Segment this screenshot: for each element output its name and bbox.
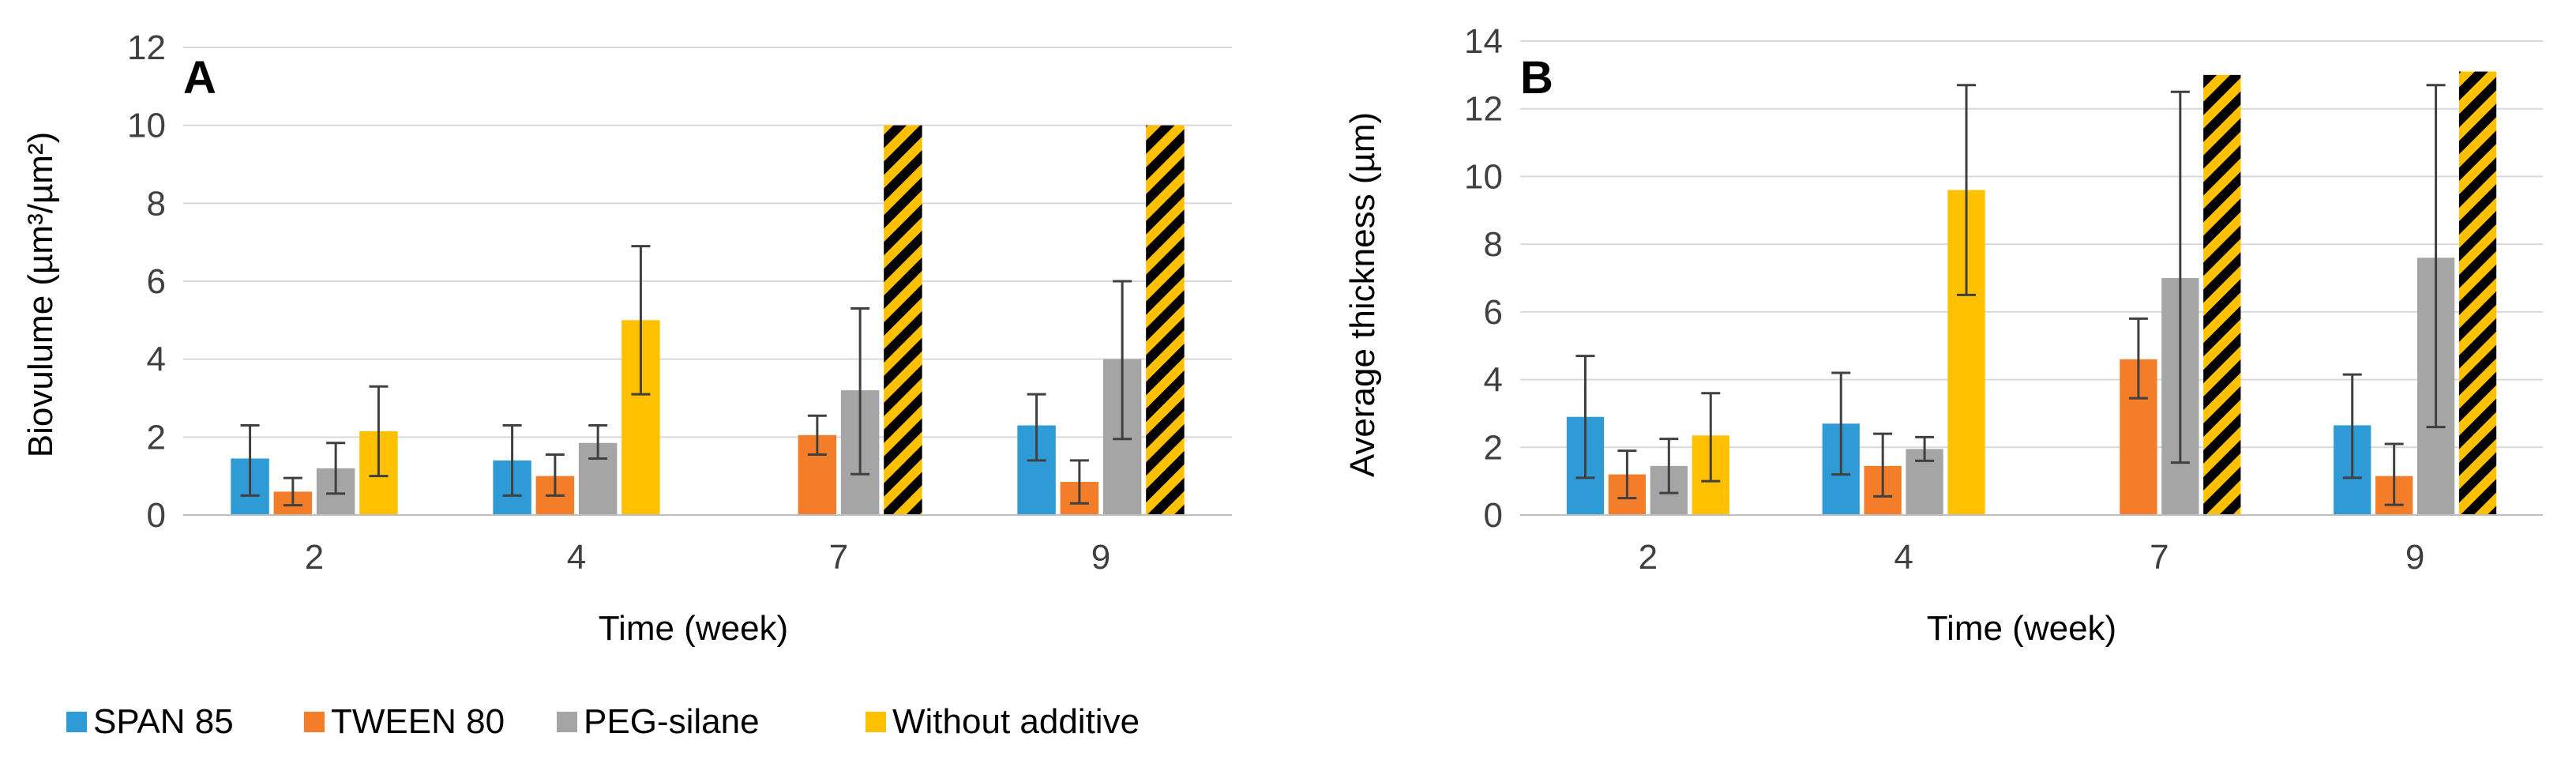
- panel-b-y-tick-label: 10: [1464, 157, 1503, 196]
- panel-b-error-bar-span-85: [1831, 371, 1851, 476]
- panel-b-y-tick-label: 2: [1484, 428, 1503, 467]
- panel-a-y-tick-label: 2: [147, 418, 166, 457]
- legend-item-without-additive: Without additive: [866, 702, 1140, 741]
- panel-a-y-tick-label: 4: [147, 340, 166, 379]
- panel-a-x-tick-label: 9: [1091, 538, 1110, 577]
- legend-label-without-additive: Without additive: [892, 702, 1140, 741]
- legend-swatch-peg-silane: [557, 712, 577, 732]
- panel-a-bar-without-additive: [1146, 125, 1185, 515]
- panel-b-error-bar-tween-80: [1873, 432, 1893, 498]
- panel-b-error-bar-span-85: [2342, 373, 2362, 479]
- panel-b-x-tick-label: 4: [1894, 538, 1913, 577]
- panel-a-y-tick-label: 0: [147, 496, 166, 535]
- panel-a-error-bar-peg-silane: [851, 307, 870, 476]
- panel-a-error-bar-span-85: [502, 424, 522, 497]
- panel-a-bars: [231, 125, 1185, 515]
- panel-b-y-axis-title: Average thickness (µm): [1343, 112, 1382, 477]
- legend-swatch-tween-80: [304, 712, 325, 732]
- panel-a-x-tick-label: 4: [567, 538, 586, 577]
- legend-item-peg-silane: PEG-silane: [557, 702, 760, 741]
- panel-b-error-bar-tween-80: [2128, 317, 2148, 400]
- legend-item-span-85: SPAN 85: [66, 702, 234, 741]
- panel-a-y-axis-title: Biovulume (µm³/µm²): [21, 132, 60, 458]
- panel-b-error-bar-tween-80: [1617, 449, 1637, 500]
- panel-a-y-tick-label: 12: [127, 28, 166, 67]
- chart-panel-b: 0 2 4 6 8 10 12 14 2 4 7 9 B Time (week) Average t…: [1343, 22, 2543, 648]
- panel-b-x-tick-label: 9: [2405, 538, 2424, 577]
- panel-b-bar-without-additive: [2203, 74, 2241, 516]
- panel-b-letter: B: [1520, 52, 1553, 103]
- panel-b-error-bar-peg-silane: [2170, 90, 2190, 464]
- panel-a-error-bar-tween-80: [545, 453, 565, 497]
- panel-b-bars: [1566, 71, 2497, 516]
- panel-a-error-bar-span-85: [240, 424, 260, 497]
- legend-label-peg-silane: PEG-silane: [584, 702, 760, 741]
- panel-a-error-bar-tween-80: [1069, 459, 1089, 505]
- panel-b-error-bar-peg-silane: [1915, 435, 1935, 462]
- panel-a-error-bar-peg-silane: [588, 424, 608, 460]
- panel-a-error-bar-peg-silane: [1113, 280, 1132, 441]
- panel-a-error-bar-without-additive: [369, 385, 389, 478]
- panel-a-error-bar-peg-silane: [326, 442, 346, 495]
- panel-a-gridlines: [183, 47, 1232, 438]
- panel-a-x-tick-label: 7: [829, 538, 848, 577]
- panel-b-gridlines: [1520, 40, 2543, 449]
- panel-a-error-bar-without-additive: [631, 245, 651, 396]
- panel-b-error-bar-without-additive: [1701, 392, 1721, 483]
- panel-b-x-tick-label: 7: [2150, 538, 2169, 577]
- legend-swatch-span-85: [66, 712, 87, 732]
- panel-a-x-tick-label: 2: [305, 538, 324, 577]
- panel-b-x-tick-label: 2: [1639, 538, 1658, 577]
- panel-b-bar-without-additive: [2458, 71, 2497, 516]
- panel-a-letter: A: [183, 52, 216, 103]
- panel-b-x-axis-title: Time (week): [1927, 609, 2116, 648]
- panel-b-y-tick-labels: 0 2 4 6 8 10 12 14: [1464, 22, 1503, 535]
- panel-b-error-bar-peg-silane: [2426, 84, 2446, 429]
- panel-a-error-bars: [240, 245, 1132, 507]
- legend-swatch-without-additive: [866, 712, 886, 732]
- panel-a-bar-without-additive: [884, 125, 922, 515]
- panel-b-error-bar-without-additive: [1957, 84, 1977, 296]
- panel-b-error-bar-span-85: [1575, 355, 1595, 479]
- panel-b-y-tick-label: 4: [1484, 361, 1503, 400]
- chart-panel-a: 0 2 4 6 8 10 12 2 4 7 9 A Time (week) Biovulume (…: [21, 28, 1232, 648]
- panel-b-y-tick-label: 8: [1484, 225, 1503, 264]
- legend: SPAN 85 TWEEN 80 PEG-silane Without addi…: [66, 702, 1140, 741]
- panel-a-error-bar-tween-80: [807, 414, 827, 457]
- panel-a-y-tick-label: 6: [147, 262, 166, 301]
- panel-b-y-tick-label: 0: [1484, 496, 1503, 535]
- panel-a-error-bar-tween-80: [283, 476, 302, 507]
- legend-label-span-85: SPAN 85: [93, 702, 234, 741]
- panel-a-x-tick-labels: 2 4 7 9: [305, 538, 1110, 577]
- panel-b-y-tick-label: 12: [1464, 90, 1503, 129]
- panel-b-y-tick-label: 6: [1484, 293, 1503, 332]
- panel-a-y-tick-label: 10: [127, 107, 166, 145]
- panel-a-y-tick-labels: 0 2 4 6 8 10 12: [127, 28, 166, 535]
- panel-b-y-tick-label: 14: [1464, 22, 1503, 61]
- panel-a-error-bar-span-85: [1027, 393, 1046, 462]
- panel-b-error-bar-peg-silane: [1659, 438, 1679, 494]
- panel-b-error-bar-tween-80: [2384, 442, 2404, 506]
- legend-item-tween-80: TWEEN 80: [304, 702, 505, 741]
- panel-a-y-tick-label: 8: [147, 184, 166, 223]
- panel-a-x-axis-title: Time (week): [599, 609, 788, 648]
- panel-b-x-tick-labels: 2 4 7 9: [1639, 538, 2425, 577]
- legend-label-tween-80: TWEEN 80: [331, 702, 505, 741]
- panel-b-error-bars: [1575, 84, 2446, 506]
